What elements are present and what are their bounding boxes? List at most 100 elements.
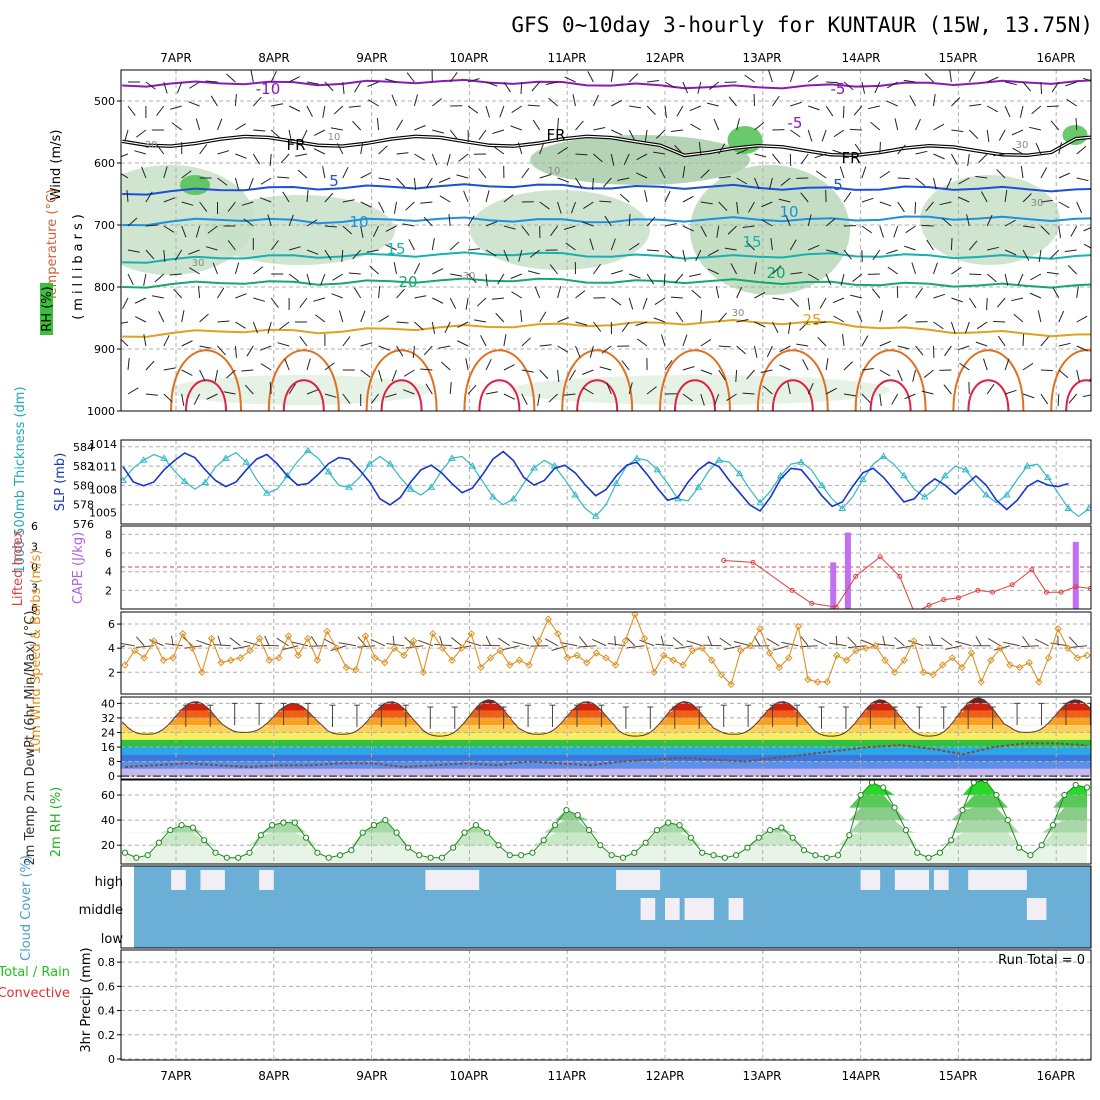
wind-barb [986,105,998,113]
wind10m-barb [813,638,828,647]
wind-barb [1076,201,1083,214]
wind-barb [217,118,223,131]
wind10m-speed-point [121,661,129,669]
wind-barb [493,146,505,155]
precip-tick-label: 0.4 [98,1005,116,1018]
wind-barb [718,369,726,381]
wind-barb [241,201,254,206]
boundary-layer-contour [365,349,438,411]
wind-barb [280,153,290,164]
wind-barb [413,94,418,107]
wind-barb [807,74,819,83]
wind-barb [879,310,884,323]
wind10m-speed-point [910,637,918,645]
wind-barb [181,225,187,238]
wind-barb [134,150,147,155]
wind-barb [933,321,944,330]
wind-barb [718,143,726,155]
thickness-point [262,489,271,496]
wind10m-barb [276,637,289,647]
wind-barb [897,369,903,382]
wind-barb [235,293,247,299]
upper-air-label-temperature: Temperature (°C) [45,189,60,302]
rh2m-point [438,854,445,861]
wind-barb [1083,77,1091,82]
wind10m-barb [829,642,847,647]
rh2m-point [461,829,468,836]
wind-barb [485,105,490,118]
rh2m-point [755,834,762,841]
wind-barb [352,249,362,260]
wind-barb [402,223,415,227]
wind-barb [331,293,343,299]
wind-barb [736,201,739,214]
wind10m-speed-point [159,656,168,664]
wind-barb [234,262,240,275]
rh2m-frame [120,779,1092,865]
boundary-layer-contour-hot [478,379,521,411]
wind-barb [127,273,134,286]
wind-barb [1004,273,1009,286]
wind10m-speed-point [515,656,524,664]
wind-barb [121,321,129,324]
wind10m-speed-point [929,670,937,679]
wind-barb [431,238,435,251]
wind-barb [912,369,917,382]
wind-barb [968,71,976,83]
wind-barb [463,190,469,203]
wind10m-speed-point [169,654,177,662]
thickness-point [489,492,497,500]
wind-barb [623,153,630,166]
wind-barb [467,384,477,395]
wind10m-speed-point [987,656,995,664]
wind-barb [134,297,147,304]
wind-barb [575,153,588,156]
wind10m-barb [338,642,356,647]
date-tick: 12APR [645,51,684,65]
wind-barb [1058,142,1062,155]
temp2m-frame [120,696,1092,780]
wind10m-barb [882,635,886,646]
rh2m-point [484,829,491,836]
wind-barb [199,345,212,349]
wind10m-speed-point [592,649,601,657]
wind10m-speed-point [823,678,831,686]
rh2m-point [382,817,389,824]
lifted-index-point [1073,584,1079,590]
wind-barb [156,144,165,155]
wind-barb [1029,126,1042,131]
lifted-index-point [1058,589,1064,595]
wind-barb [628,243,640,251]
wind-barb [1030,273,1042,281]
wind-barb [787,321,791,334]
wind-barb [279,321,290,330]
wind10m-barb [451,637,463,647]
wind10m-speed-point [669,656,678,664]
wind-barb [391,94,397,107]
wind10m-barb [465,640,482,647]
lifted-index-point [833,604,839,609]
wind-barb [754,177,760,190]
wind-barb [568,369,576,381]
wind-barb [396,345,404,357]
wind10m-speed-point [400,651,408,660]
precip-tick-label: 0.6 [98,980,116,993]
wind10m-barb [672,637,684,647]
wind-barb [378,315,390,323]
wind-barb [941,217,952,227]
wind-barb [413,177,417,190]
wind-barb [269,153,272,166]
wind10m-speed-point [236,654,245,662]
wind-barb [682,81,689,94]
top-date-axis: 7APR 8APR 9APR 10APR 11APR 12APR 13APR 1… [160,51,1075,65]
thickness-point [1023,462,1032,469]
wind-barb [997,335,1006,347]
wind-barb [539,174,552,179]
wind-barb [769,177,773,190]
rh2m-point [891,804,898,811]
wind-barb [217,345,226,356]
wind10m-speed-point [631,612,639,619]
precip-legend-total: Total / Rain [0,965,70,980]
wind-barb [915,150,928,155]
wind-barb [474,319,487,323]
